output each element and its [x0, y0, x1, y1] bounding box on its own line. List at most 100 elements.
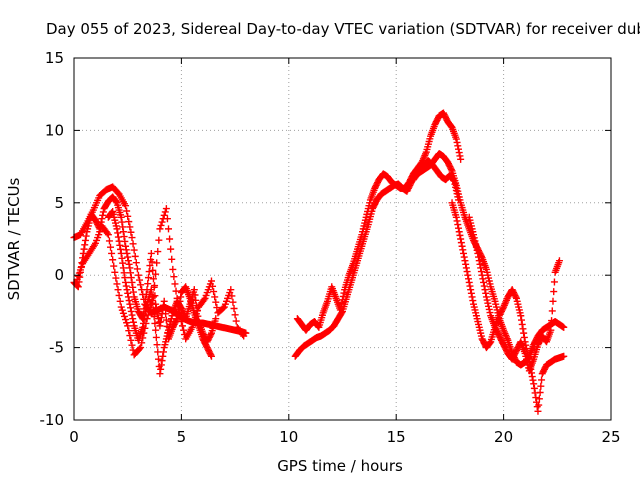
data-point — [192, 302, 200, 310]
data-point — [124, 212, 132, 220]
data-point — [537, 382, 545, 390]
data-point — [116, 241, 124, 249]
data-point — [157, 361, 165, 369]
data-point — [152, 333, 160, 341]
x-tick-label: 20 — [494, 428, 513, 446]
data-point — [108, 249, 116, 257]
data-point — [156, 370, 164, 378]
data-point — [499, 305, 507, 313]
data-point — [212, 298, 220, 306]
grid-lines — [74, 58, 611, 420]
data-point — [126, 264, 134, 272]
data-point — [117, 245, 125, 253]
y-axis-label: SDTVAR / TECUs — [5, 177, 23, 300]
data-point — [229, 298, 237, 306]
data-point — [146, 262, 154, 270]
data-point — [469, 297, 477, 305]
data-point — [158, 357, 166, 365]
data-point — [486, 309, 494, 317]
data-point — [116, 297, 124, 305]
data-point — [478, 271, 486, 279]
data-point — [107, 243, 115, 251]
data-point — [124, 257, 132, 265]
data-point — [115, 237, 123, 245]
x-tick-label: 5 — [177, 428, 187, 446]
data-point — [520, 333, 528, 341]
data-point — [476, 260, 484, 268]
data-point — [230, 305, 238, 313]
data-point — [105, 237, 113, 245]
data-point — [119, 264, 127, 272]
data-point — [122, 282, 130, 290]
data-point — [133, 265, 141, 273]
y-tick-label: -10 — [40, 411, 65, 429]
data-point — [192, 296, 200, 304]
data-point — [482, 293, 490, 301]
data-point — [147, 249, 155, 257]
y-tick-label: 0 — [54, 266, 64, 284]
data-point — [152, 270, 160, 278]
data-point — [119, 228, 127, 236]
data-point — [171, 280, 179, 288]
data-point — [477, 264, 485, 272]
data-point — [149, 266, 157, 274]
data-point — [163, 215, 171, 223]
data-point — [518, 316, 525, 324]
data-point — [158, 218, 166, 226]
data-point — [126, 332, 134, 340]
data-point — [519, 325, 527, 333]
data-point — [148, 258, 156, 266]
data-point — [219, 304, 227, 312]
data-point — [456, 231, 464, 239]
y-tick-label: -5 — [49, 339, 64, 357]
data-point — [458, 242, 466, 250]
data-point — [456, 152, 464, 160]
data-point — [114, 286, 122, 294]
data-point — [98, 215, 106, 223]
x-tick-label: 0 — [69, 428, 79, 446]
data-point — [475, 253, 483, 261]
data-point — [126, 223, 134, 231]
data-point — [112, 274, 120, 282]
data-point — [168, 255, 176, 263]
data-point — [454, 224, 462, 232]
data-point — [154, 311, 162, 319]
data-point — [447, 165, 455, 173]
data-point — [165, 225, 173, 233]
data-point — [549, 297, 557, 305]
data-point — [152, 326, 160, 334]
data-point — [468, 293, 476, 301]
data-point — [80, 245, 88, 253]
data-point — [240, 332, 248, 340]
data-point — [113, 225, 121, 233]
data-point — [530, 380, 538, 388]
series-satellite-track-h — [448, 199, 568, 415]
data-point — [129, 288, 137, 296]
data-point — [172, 316, 180, 324]
data-point — [81, 241, 89, 249]
data-point — [177, 318, 185, 326]
data-point — [452, 213, 460, 221]
data-point — [118, 254, 126, 262]
data-point — [465, 275, 473, 283]
data-point — [463, 268, 471, 276]
data-point — [547, 326, 555, 334]
data-point — [123, 207, 131, 215]
data-point — [144, 280, 152, 288]
data-point — [136, 276, 144, 284]
data-point — [117, 249, 125, 257]
data-point — [528, 373, 536, 381]
data-point — [535, 401, 543, 409]
x-tick-labels: 0 5 10 15 20 25 — [69, 428, 620, 446]
data-point — [74, 283, 82, 291]
data-point — [455, 228, 463, 236]
data-point — [119, 309, 127, 317]
data-point — [147, 286, 155, 294]
data-point — [153, 307, 161, 315]
data-point — [483, 296, 491, 304]
data-point — [97, 218, 105, 226]
axis-ticks — [73, 57, 612, 421]
plot-frame — [73, 57, 612, 421]
data-point — [117, 303, 125, 311]
